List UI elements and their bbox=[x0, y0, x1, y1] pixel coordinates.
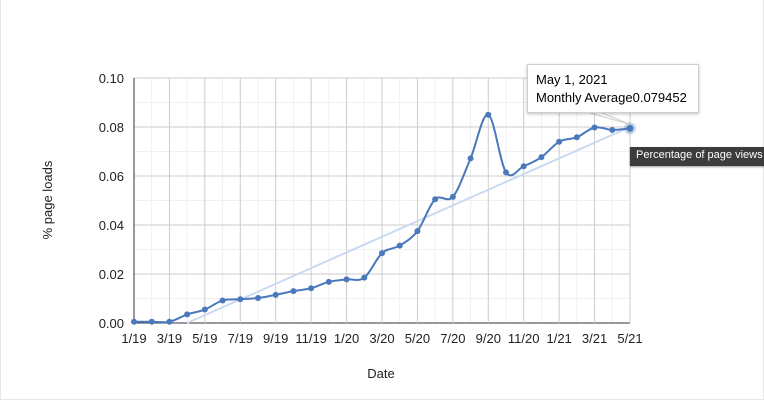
y-axis-ticks: 0.00 0.02 0.04 0.06 0.08 0.10 bbox=[99, 71, 124, 331]
x-tick-label: 11/19 bbox=[295, 331, 327, 346]
data-point bbox=[148, 318, 155, 325]
tooltip-value-line: Monthly Average0.079452 bbox=[536, 89, 690, 107]
tooltip-pointer bbox=[589, 112, 631, 125]
data-point bbox=[343, 276, 350, 283]
data-point bbox=[520, 163, 527, 170]
x-axis-title: Date bbox=[367, 366, 394, 381]
x-tick-label: 5/21 bbox=[617, 331, 642, 346]
x-tick-label: 11/20 bbox=[508, 331, 540, 346]
trend-line bbox=[186, 126, 631, 324]
y-tick-label: 0.02 bbox=[99, 267, 124, 282]
data-point bbox=[237, 296, 244, 303]
data-point bbox=[573, 134, 580, 141]
x-tick-label: 7/19 bbox=[228, 331, 253, 346]
x-tick-label: 3/21 bbox=[582, 331, 607, 346]
data-point bbox=[184, 311, 191, 318]
y-tick-label: 0.04 bbox=[99, 218, 124, 233]
y-tick-label: 0.00 bbox=[99, 316, 124, 331]
data-point bbox=[379, 250, 385, 257]
tooltip-label: Monthly Average bbox=[536, 90, 633, 105]
data-point bbox=[503, 169, 509, 176]
data-point bbox=[538, 154, 545, 161]
major-gridlines bbox=[133, 77, 631, 324]
data-point bbox=[272, 291, 279, 298]
data-point bbox=[325, 278, 332, 285]
data-point bbox=[166, 318, 173, 325]
x-tick-label: 3/20 bbox=[369, 331, 394, 346]
tooltip-date: May 1, 2021 bbox=[536, 72, 608, 87]
x-tick-label: 9/20 bbox=[476, 331, 501, 346]
data-point bbox=[485, 111, 492, 118]
data-points bbox=[131, 111, 636, 325]
data-point bbox=[556, 138, 563, 145]
data-point bbox=[467, 155, 474, 162]
y-tick-label: 0.10 bbox=[99, 71, 124, 86]
data-point bbox=[308, 285, 315, 292]
data-point bbox=[290, 288, 297, 295]
data-point bbox=[131, 318, 137, 325]
data-point bbox=[414, 228, 421, 235]
data-point bbox=[449, 193, 456, 200]
x-tick-label: 9/19 bbox=[263, 331, 288, 346]
tooltip-value: 0.079452 bbox=[632, 90, 687, 105]
data-point bbox=[396, 242, 403, 249]
data-point bbox=[432, 196, 439, 203]
x-tick-label: 1/21 bbox=[546, 331, 571, 346]
data-point bbox=[255, 295, 261, 302]
data-tooltip: May 1, 2021 Monthly Average0.079452 bbox=[527, 64, 699, 113]
y-tick-label: 0.08 bbox=[99, 120, 124, 135]
x-tick-label: 1/20 bbox=[334, 331, 359, 346]
y-axis-title: % page loads bbox=[40, 160, 55, 239]
data-point bbox=[609, 126, 616, 133]
x-tick-label: 3/19 bbox=[157, 331, 182, 346]
data-point bbox=[361, 274, 368, 281]
x-axis-ticks: 1/19 3/19 5/19 7/19 9/19 11/19 1/20 3/20 5/20 7/2… bbox=[121, 331, 642, 346]
x-tick-label: 5/20 bbox=[405, 331, 430, 346]
data-point bbox=[201, 306, 208, 313]
series-hovercard: Percentage of page views bbox=[630, 147, 764, 166]
x-tick-label: 1/19 bbox=[121, 331, 146, 346]
x-tick-label: 7/20 bbox=[440, 331, 465, 346]
x-tick-label: 5/19 bbox=[192, 331, 217, 346]
data-point bbox=[219, 297, 226, 304]
y-tick-label: 0.06 bbox=[99, 169, 124, 184]
data-point bbox=[626, 124, 634, 132]
data-point bbox=[591, 124, 598, 131]
